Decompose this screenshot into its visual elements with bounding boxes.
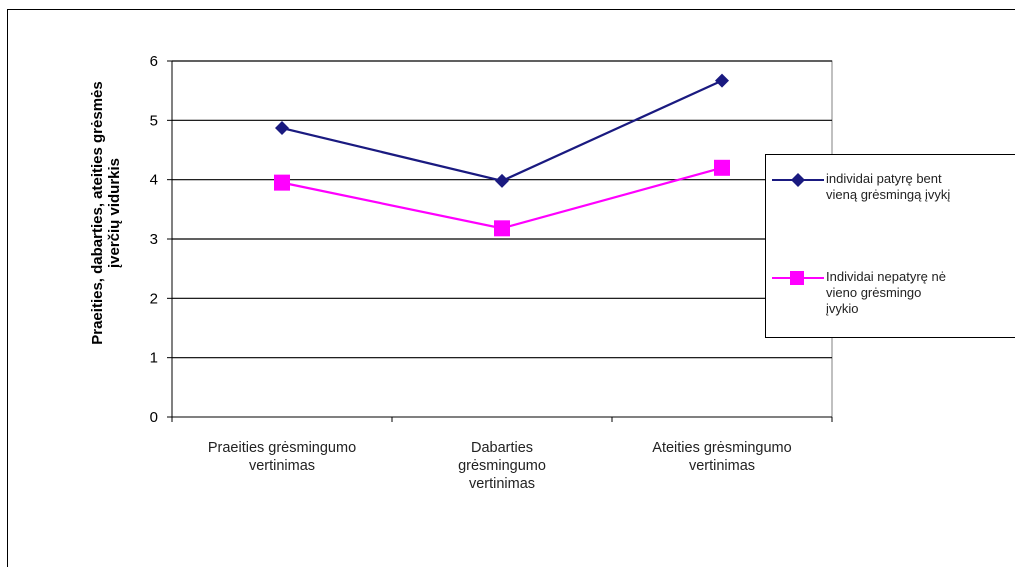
y-tick-label: 6 <box>150 53 158 70</box>
chart-legend: individai patyrę bent vieną grėsmingą įvy… <box>765 154 1015 338</box>
legend-square-marker <box>790 271 804 285</box>
x-category-label-line: Dabarties <box>470 440 534 456</box>
x-category-label-line: Ateities grėsmingumo <box>652 440 792 456</box>
y-tick-label: 1 <box>150 350 158 367</box>
y-tick-label: 2 <box>150 290 158 307</box>
data-point-diamond <box>495 173 509 188</box>
x-category-label-line: grėsmingumo <box>458 458 546 474</box>
legend-label-line: įvykio <box>826 301 859 316</box>
x-category-label: Dabarties grėsmingumo vertinimas <box>392 439 612 493</box>
y-tick-label: 3 <box>150 231 158 248</box>
legend-diamond-marker <box>791 173 805 187</box>
y-axis-title-line: įverčių vidurkis <box>106 157 123 269</box>
x-category-label-line: Praeities grėsmingumo <box>207 440 357 456</box>
legend-label-series-2: Individai nepatyrę nė vieno grėsmingo įvyk… <box>826 269 1015 317</box>
legend-label-series-1: individai patyrę bent vieną grėsmingą įvy… <box>826 171 1015 203</box>
data-point-square <box>274 174 290 191</box>
legend-label-line: vieno grėsmingo <box>826 285 922 300</box>
y-tick-label: 0 <box>150 409 158 426</box>
legend-label-line: individai patyrę bent <box>826 171 942 186</box>
data-point-diamond <box>275 121 289 136</box>
y-axis-title-text: Praeities, dabarties, ateities grėsmės įv… <box>89 43 123 383</box>
y-tick-label: 5 <box>150 112 158 129</box>
data-point-square <box>494 220 510 237</box>
x-category-label-line: vertinimas <box>688 458 756 474</box>
x-category-label-line: vertinimas <box>468 476 536 492</box>
x-category-label: Ateities grėsmingumo vertinimas <box>612 439 832 475</box>
legend-label-line: Individai nepatyrę nė <box>826 269 946 284</box>
y-axis-title-line: Praeities, dabarties, ateities grėsmės <box>89 81 106 345</box>
x-category-label-line: vertinimas <box>248 458 316 474</box>
y-tick-label: 4 <box>150 172 158 189</box>
data-point-square <box>714 159 730 176</box>
chart-area <box>7 9 1015 567</box>
x-category-label: Praeities grėsmingumo vertinimas <box>172 439 392 475</box>
data-point-diamond <box>715 73 729 88</box>
legend-label-line: vieną grėsmingą įvykį <box>826 187 951 202</box>
